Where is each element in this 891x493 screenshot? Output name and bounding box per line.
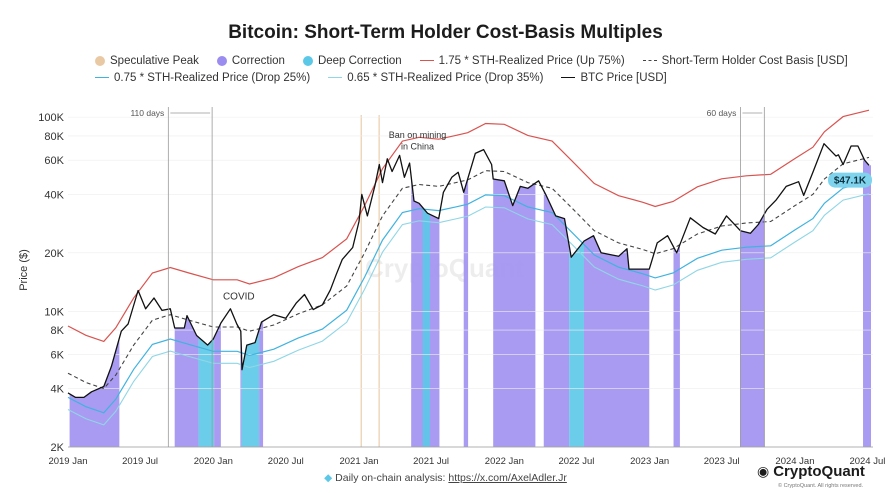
legend-label: Short-Term Holder Cost Basis [USD] xyxy=(661,54,848,67)
speculative-peak-band xyxy=(360,115,362,447)
btc-price-line xyxy=(67,143,870,399)
legend-item-deep-correction[interactable]: Deep Correction xyxy=(302,54,402,67)
axes-layer: 2K 4K 6K 8K 10K 20K 40K 60K 80K 100K 2019 Jan 2019 … xyxy=(38,112,885,467)
legend-item-drop-35[interactable]: 0.65 * STH-Realized Price (Drop 35%) xyxy=(328,72,543,84)
sth-cost-basis-swatch xyxy=(642,60,657,61)
legend-item-btc-price[interactable]: BTC Price [USD] xyxy=(561,71,667,84)
y-tick-label: 4K xyxy=(51,384,65,396)
y-tick-label: 2K xyxy=(51,442,65,454)
x-tick-label: 2020 Jan xyxy=(194,456,233,467)
annotation-label: COVID xyxy=(223,292,255,303)
y-tick-label: 20K xyxy=(44,248,64,260)
upper-band-swatch xyxy=(419,60,434,61)
y-axis-label: Price ($) xyxy=(18,249,30,291)
correction-band xyxy=(214,323,221,447)
annotation-label: Ban on mining xyxy=(389,130,447,140)
correction-band xyxy=(543,190,570,447)
speculative-peak-band xyxy=(378,115,380,447)
correction-band xyxy=(583,236,650,447)
upper-band-line xyxy=(67,109,870,343)
deep-correction-band xyxy=(198,337,215,447)
deep-correction-band xyxy=(422,207,430,447)
grid-layer xyxy=(68,116,873,448)
diamond-icon: ◆ xyxy=(324,472,333,484)
annotation-label: in China xyxy=(401,142,434,152)
drop-25-swatch xyxy=(95,77,109,78)
current-value-badge xyxy=(828,172,872,188)
drop-35-swatch xyxy=(328,77,343,78)
legend-label: Deep Correction xyxy=(317,54,402,67)
x-tick-label: 2024 Jan xyxy=(775,456,814,467)
y-tick-label: 8K xyxy=(51,325,65,337)
x-tick-label: 2020 Jul xyxy=(268,456,304,467)
legend-label: BTC Price [USD] xyxy=(580,71,667,84)
footer: ◆ Daily on-chain analysis: https://x.com… xyxy=(0,472,891,484)
correction-band xyxy=(259,321,264,447)
legend-item-drop-25[interactable]: 0.75 * STH-Realized Price (Drop 25%) xyxy=(95,72,310,84)
x-tick-label: 2023 Jan xyxy=(630,456,669,467)
drop-25-line xyxy=(67,181,870,414)
x-tick-label: 2019 Jan xyxy=(48,456,87,467)
y-tick-label: 80K xyxy=(44,131,64,143)
legend-label: 0.65 * STH-Realized Price (Drop 35%) xyxy=(347,71,544,84)
correction-band xyxy=(463,177,469,447)
x-tick-label: 2021 Jul xyxy=(413,456,449,467)
x-tick-label: 2022 Jan xyxy=(485,456,524,467)
correction-band xyxy=(69,338,120,447)
bands-layer xyxy=(69,115,872,448)
chart-plot: 2K 4K 6K 8K 10K 20K 40K 60K 80K 100K 2019 Jan 2019 … xyxy=(18,107,885,467)
btc-price-swatch xyxy=(561,77,576,78)
legend-item-correction[interactable]: Correction xyxy=(216,54,285,67)
footer-link[interactable]: https://x.com/AxelAdler.Jr xyxy=(448,472,567,484)
series-layer xyxy=(67,109,870,426)
legend-label: Correction xyxy=(231,54,285,67)
legend-item-sth-cost-basis[interactable]: Short-Term Holder Cost Basis [USD] xyxy=(642,54,848,67)
legend-label: 0.75 * STH-Realized Price (Drop 25%) xyxy=(114,71,311,84)
span-label: 60 days xyxy=(707,108,737,118)
y-tick-label: 10K xyxy=(44,306,64,318)
y-tick-label: 40K xyxy=(44,189,64,201)
legend-item-upper-band[interactable]: 1.75 * STH-Realized Price (Up 75%) xyxy=(419,54,625,67)
x-tick-label: 2024 Jul xyxy=(849,456,885,467)
y-tick-label: 100K xyxy=(38,112,64,124)
correction-band xyxy=(673,244,680,447)
cryptoquant-logo-icon: ◉ xyxy=(757,463,770,479)
speculative-peak-swatch xyxy=(95,55,105,66)
y-tick-label: 60K xyxy=(44,155,64,167)
brand-name: CryptoQuant xyxy=(773,463,865,480)
y-tick-label: 6K xyxy=(51,349,65,361)
x-tick-label: 2021 Jan xyxy=(339,456,378,467)
legend-row-2: 0.75 * STH-Realized Price (Drop 25%) 0.6… xyxy=(95,69,855,86)
correction-swatch xyxy=(216,55,227,66)
legend-row-1: Speculative Peak Correction Deep Correct… xyxy=(95,52,855,69)
deep-correction-swatch xyxy=(302,55,313,66)
footer-text: Daily on-chain analysis: xyxy=(335,472,446,484)
legend-label: Speculative Peak xyxy=(110,54,199,67)
span-label: 110 days xyxy=(130,108,164,118)
sth-cost-basis-line xyxy=(67,156,870,390)
annotations-layer: 110 days 60 days COVID Ban on mining in Chin… xyxy=(130,107,872,447)
legend-label: 1.75 * STH-Realized Price (Up 75%) xyxy=(438,54,625,67)
brand-logo: ◉ CryptoQuant xyxy=(757,463,865,480)
correction-band xyxy=(493,179,536,447)
deep-correction-band xyxy=(569,241,584,447)
x-tick-label: 2022 Jul xyxy=(558,456,594,467)
current-value-label: $47.1K xyxy=(834,176,867,187)
correction-band xyxy=(174,316,199,447)
drop-35-line xyxy=(67,193,870,426)
copyright: © CryptoQuant. All rights reserved. xyxy=(778,483,864,489)
legend: Speculative Peak Correction Deep Correct… xyxy=(95,52,855,86)
chart-title: Bitcoin: Short-Term Holder Cost-Basis Mu… xyxy=(228,22,663,43)
x-tick-label: 2023 Jul xyxy=(704,456,740,467)
x-tick-label: 2019 Jul xyxy=(122,456,158,467)
legend-item-speculative-peak[interactable]: Speculative Peak xyxy=(95,55,199,67)
correction-band xyxy=(863,156,872,447)
